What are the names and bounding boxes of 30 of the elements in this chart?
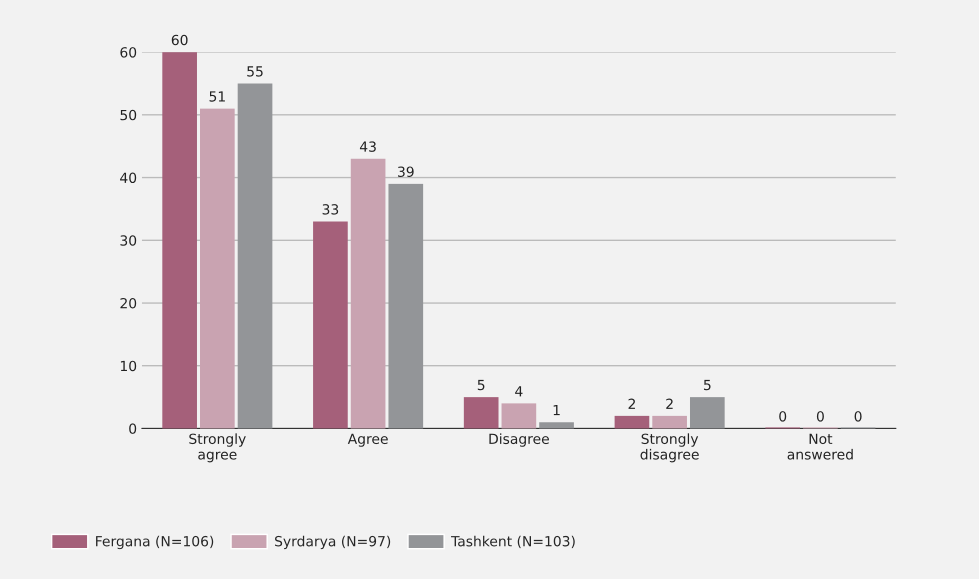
y-tick-label: 30 xyxy=(120,235,136,246)
y-tick-label: 40 xyxy=(120,172,136,184)
x-tick-label: Agree xyxy=(348,434,388,447)
data-label: 39 xyxy=(398,166,414,177)
data-label: 5 xyxy=(478,380,484,390)
y-tick-label: 20 xyxy=(120,298,136,308)
x-tick-label: Disagree xyxy=(489,433,549,447)
y-tick-label: 0 xyxy=(129,423,136,434)
data-label: 51 xyxy=(210,91,225,102)
y-tick-label: 10 xyxy=(120,360,136,372)
legend-label: Fergana (N=106) xyxy=(96,536,214,550)
legend-label: Syrdarya (N=97) xyxy=(275,536,390,550)
data-label: 43 xyxy=(360,141,376,152)
data-label: 55 xyxy=(247,66,263,77)
data-label: 0 xyxy=(854,411,862,422)
data-label: 0 xyxy=(779,411,786,422)
data-label: 5 xyxy=(704,380,711,390)
x-tick-label: Not answered xyxy=(788,434,853,460)
legend-label: Tashkent (N=103) xyxy=(451,536,575,548)
data-label: 33 xyxy=(322,204,338,215)
y-tick-label: 50 xyxy=(120,110,136,120)
x-tick-label: Strongly agree xyxy=(189,433,246,462)
x-tick-label: Strongly disagree xyxy=(640,433,699,462)
data-label: 2 xyxy=(628,398,635,409)
data-label: 60 xyxy=(172,34,188,46)
data-label: 2 xyxy=(666,398,673,409)
y-tick-label: 60 xyxy=(120,47,136,58)
data-label: 0 xyxy=(816,411,824,422)
data-label: 1 xyxy=(554,405,560,416)
data-label: 4 xyxy=(515,386,523,396)
